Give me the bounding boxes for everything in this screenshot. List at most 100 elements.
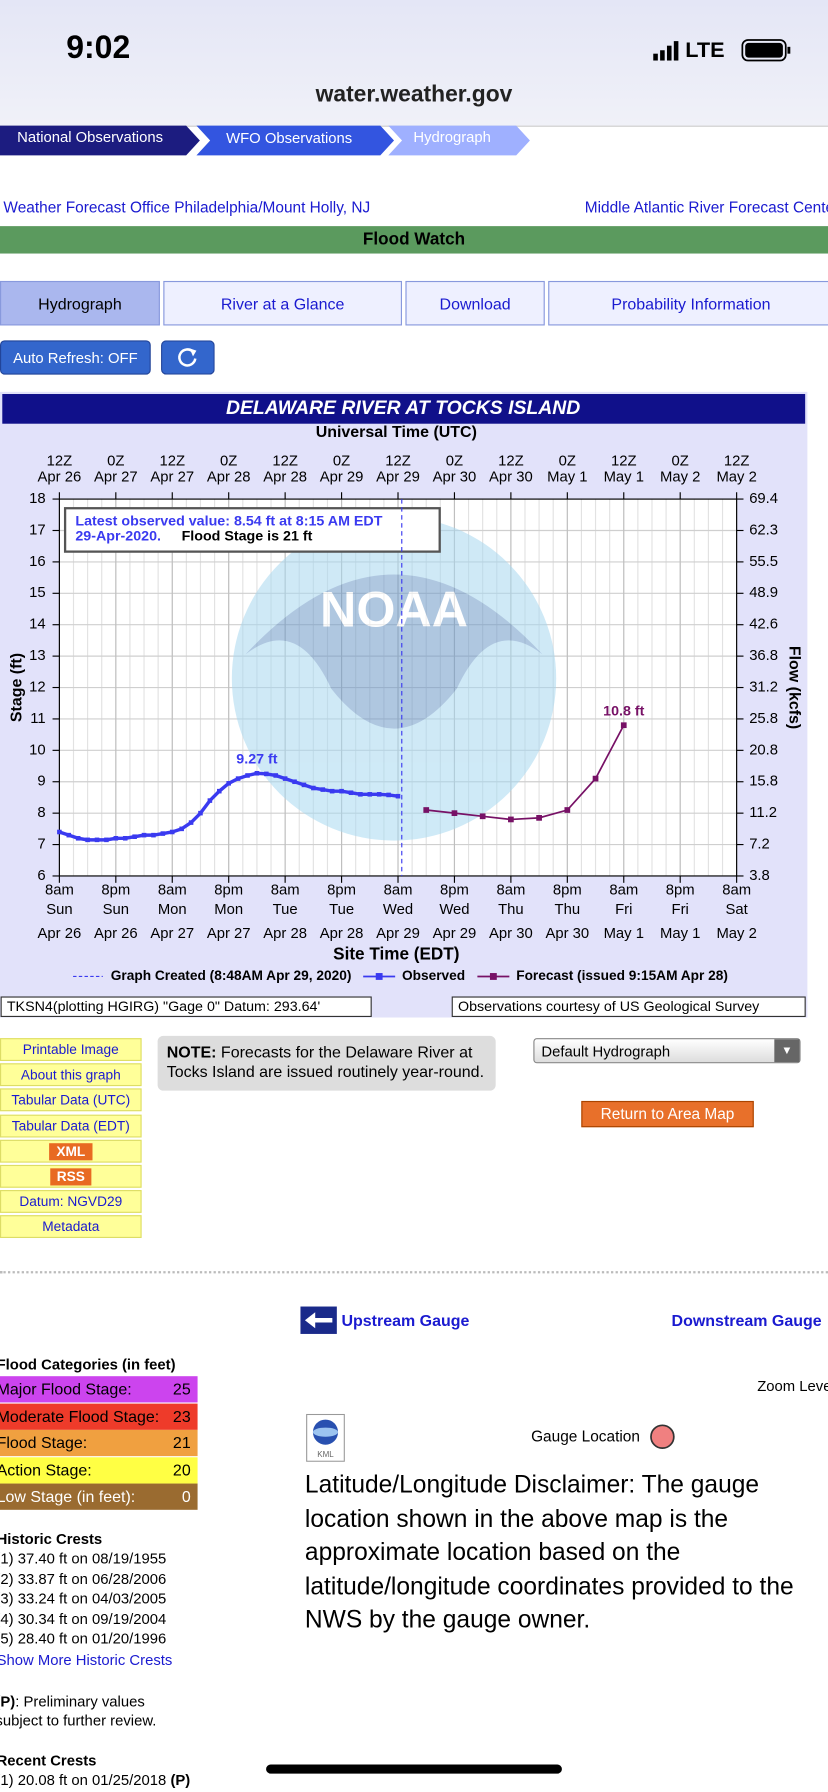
browser-chrome	[0, 0, 828, 127]
flood-category-label: Major Flood Stage:	[0, 1379, 132, 1398]
x-tick-date: May 1	[604, 926, 644, 942]
x-tick-day: Sun	[46, 902, 72, 918]
data-point	[367, 792, 373, 797]
x2-tick-date: May 1	[604, 469, 644, 485]
data-point	[273, 773, 279, 778]
y2-tick-label: 15.8	[749, 774, 778, 790]
y-tick-label: 6	[37, 868, 45, 884]
alert-bar[interactable]: Flood Watch	[0, 226, 828, 254]
sidebar-link[interactable]: Tabular Data (EDT)	[0, 1114, 142, 1138]
y2-tick-label: 42.6	[749, 617, 778, 633]
wfo-link[interactable]: Weather Forecast Office Philadelphia/Mou…	[3, 198, 371, 216]
data-point	[358, 792, 363, 797]
data-point	[132, 834, 137, 839]
x-tick-date: Apr 29	[433, 926, 477, 942]
data-point	[113, 835, 119, 841]
y2-tick-label: 48.9	[749, 585, 778, 601]
x-tick-label: 8pm	[327, 883, 356, 899]
data-point	[376, 792, 382, 797]
kml-icon[interactable]: KML	[306, 1413, 345, 1462]
x2-tick-label: 12Z	[498, 453, 524, 469]
separator	[0, 1271, 828, 1274]
y2-tick-label: 25.8	[749, 711, 778, 727]
flood-category-row: Moderate Flood Stage: 23	[0, 1403, 198, 1430]
upstream-arrow[interactable]	[300, 1306, 337, 1334]
legend-entry: Observed	[402, 968, 465, 983]
tab[interactable]: Download	[405, 280, 545, 326]
y-axis-title: Stage (ft)	[8, 653, 25, 722]
flood-category-label: Low Stage (in feet):	[0, 1487, 136, 1506]
flood-categories-title: Flood Categories (in feet)	[0, 1355, 176, 1373]
data-point	[226, 781, 231, 786]
x-tick-date: May 1	[660, 926, 700, 942]
sidebar-link[interactable]: About this graph	[0, 1063, 142, 1087]
url[interactable]: water.weather.gov	[315, 82, 513, 108]
sidebar-link[interactable]: Printable Image	[0, 1038, 142, 1061]
x2-tick-label: 0Z	[220, 453, 237, 469]
x-tick-label: 8pm	[440, 883, 469, 899]
x2-tick-label: 12Z	[272, 453, 298, 469]
tab[interactable]: Probability Information	[548, 280, 828, 326]
flood-category-row: Action Stage: 20	[0, 1457, 198, 1484]
x-tick-day: Mon	[214, 902, 243, 918]
x-tick-date: Apr 28	[263, 926, 307, 942]
x2-tick-date: Apr 27	[150, 469, 194, 485]
sidebar-link[interactable]: Datum: NGVD29	[0, 1190, 142, 1214]
breadcrumb[interactable]: National Observations	[17, 130, 163, 146]
flood-category-label: Moderate Flood Stage:	[0, 1406, 160, 1425]
more-crests-link[interactable]: Show More Historic Crests	[0, 1651, 173, 1669]
x-tick-day: Tue	[273, 902, 298, 918]
x-tick-date: Apr 30	[545, 926, 589, 942]
x2-tick-date: May 2	[660, 469, 700, 485]
tab[interactable]: Hydrograph	[0, 280, 160, 326]
x-tick-date: Apr 30	[489, 926, 533, 942]
data-point	[254, 770, 260, 776]
select[interactable]: Default Hydrograph ▼	[533, 1038, 801, 1064]
data-point	[57, 829, 62, 835]
flood-category-value: 23	[172, 1406, 191, 1425]
y2-tick-label: 3.8	[749, 868, 770, 884]
return-button[interactable]: Return to Area Map	[581, 1100, 754, 1128]
breadcrumb[interactable]: WFO Observations	[226, 131, 352, 147]
sidebar-link[interactable]: Tabular Data (UTC)	[0, 1088, 142, 1112]
rfc-link[interactable]: Middle Atlantic River Forecast Center	[584, 198, 828, 216]
tab[interactable]: River at a Glance	[163, 280, 403, 326]
refresh-button[interactable]	[161, 340, 215, 375]
x-tick-day: Sun	[103, 902, 129, 918]
recent-crest-text: (1) 20.08 ft on 01/25/2018	[0, 1771, 167, 1789]
plot-frame	[58, 498, 738, 877]
sidebar-link[interactable]: Metadata	[0, 1215, 142, 1239]
y-tick-label: 14	[29, 617, 45, 633]
y-tick-label: 16	[29, 554, 45, 570]
sidebar-link[interactable]: RSS	[0, 1164, 142, 1188]
x2-tick-date: May 1	[547, 469, 587, 485]
hydrograph: DELAWARE RIVER AT TOCKS ISLAND Universal…	[0, 391, 808, 1018]
data-point	[122, 835, 128, 841]
upstream-link[interactable]: Upstream Gauge	[341, 1311, 470, 1330]
data-point	[245, 773, 250, 778]
value-label: 10.8 ft	[603, 703, 644, 719]
breadcrumb[interactable]: Hydrograph	[413, 130, 490, 146]
x-tick-day: Mon	[158, 902, 187, 918]
x-tick-day: Fri	[672, 902, 689, 918]
x-tick-day: Sat	[726, 902, 749, 918]
x-axis-title: Site Time (EDT)	[333, 943, 459, 963]
y2-tick-label: 69.4	[749, 491, 778, 507]
top-axis-title: Universal Time (UTC)	[316, 424, 477, 441]
x-tick-day: Wed	[383, 902, 413, 918]
x-tick-day: Tue	[329, 902, 354, 918]
x-tick-date: Apr 29	[376, 926, 420, 942]
flood-category-row: Major Flood Stage: 25	[0, 1376, 198, 1403]
auto-refresh-button[interactable]: Auto Refresh: OFF	[0, 340, 151, 375]
x-tick-date: Apr 26	[38, 926, 82, 942]
historic-crest: (1) 37.40 ft on 08/19/1955	[0, 1549, 167, 1567]
downstream-link[interactable]: Downstream Gauge	[671, 1311, 822, 1330]
latest-value: Latest observed value: 8.54 ft at 8:15 A…	[75, 514, 382, 530]
y2-tick-label: 7.2	[749, 836, 770, 852]
y-tick-label: 13	[29, 648, 45, 664]
x2-tick-date: Apr 28	[263, 469, 307, 485]
sidebar-link[interactable]: XML	[0, 1139, 142, 1163]
data-point	[386, 792, 391, 798]
y-tick-label: 7	[37, 836, 45, 852]
legend-marker	[489, 973, 497, 980]
